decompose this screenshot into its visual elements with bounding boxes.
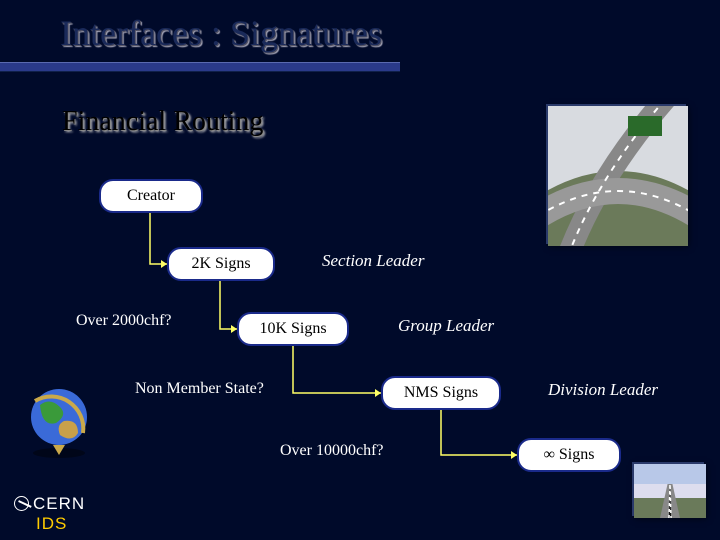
label-over-2000: Over 2000chf?	[76, 312, 172, 330]
highway-clipart	[546, 104, 686, 244]
node-label: 2K Signs	[191, 255, 250, 273]
road-clipart	[632, 462, 704, 516]
label-group-leader: Group Leader	[398, 316, 494, 336]
footer-dept: IDS	[36, 514, 85, 534]
cern-logo-icon	[14, 496, 29, 511]
label-division-leader: Division Leader	[548, 380, 658, 400]
label-over-10000: Over 10000chf?	[280, 442, 384, 460]
footer: CERN IDS	[14, 494, 85, 534]
slide-subtitle: Financial Routing	[62, 106, 263, 138]
footer-org: CERN	[33, 494, 85, 513]
node-label: ∞ Signs	[544, 446, 595, 464]
node-2k-signs: 2K Signs	[167, 247, 275, 281]
node-inf-signs: ∞ Signs	[517, 438, 621, 472]
title-underline	[0, 62, 400, 72]
slide-title: Interfaces : Signatures	[60, 12, 382, 54]
node-label: NMS Signs	[404, 384, 478, 402]
label-non-member-state: Non Member State?	[135, 380, 264, 398]
globe-clipart	[20, 381, 98, 459]
node-10k-signs: 10K Signs	[237, 312, 349, 346]
node-label: Creator	[127, 187, 175, 205]
node-nms-signs: NMS Signs	[381, 376, 501, 410]
node-label: 10K Signs	[259, 320, 326, 338]
label-section-leader: Section Leader	[322, 251, 424, 271]
node-creator: Creator	[99, 179, 203, 213]
